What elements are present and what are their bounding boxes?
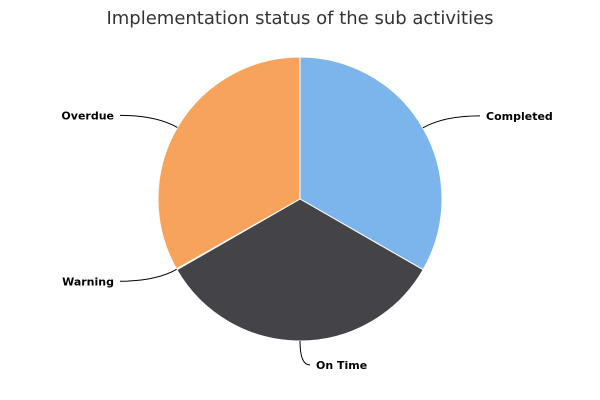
labels-layer: Completed On Time Warning Overdue: [61, 109, 552, 372]
slice-label-warning: Warning: [62, 275, 114, 288]
slice-label-completed: Completed: [486, 110, 553, 123]
connector-completed: [422, 115, 481, 129]
chart-title: Implementation status of the sub activit…: [106, 8, 493, 29]
connector-overdue: [119, 114, 178, 128]
slice-label-on-time: On Time: [316, 359, 367, 372]
connector-on-time: [299, 340, 311, 366]
slices-layer: [157, 56, 443, 342]
connectors-layer: [119, 114, 481, 366]
connector-warning: [119, 268, 177, 282]
slice-label-overdue: Overdue: [61, 109, 114, 122]
pie-slice-completed[interactable]: [299, 56, 443, 271]
